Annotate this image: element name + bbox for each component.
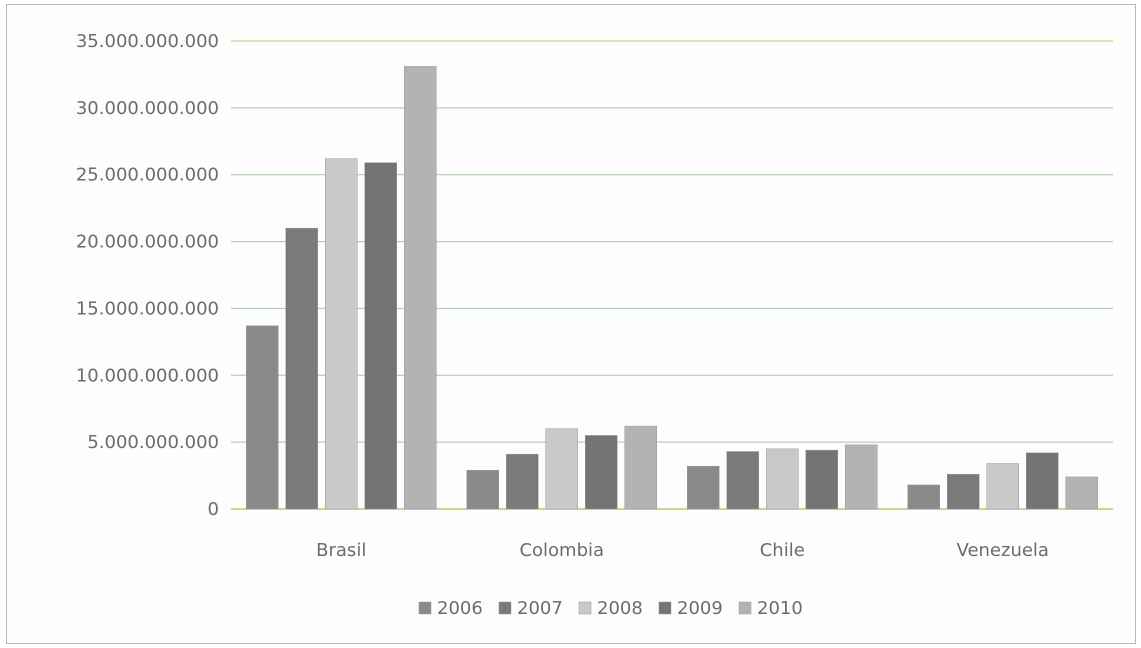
bar-colombia-2007	[506, 453, 539, 510]
bar-venezuela-2009	[1026, 452, 1059, 510]
bar-colombia-2006	[466, 469, 499, 510]
legend-label-2007: 2007	[517, 598, 563, 619]
legend-swatch-2007	[498, 601, 512, 615]
y-tick-label: 10.000.000.000	[76, 365, 219, 386]
legend: 2006 2007 2008 2009 2010	[418, 598, 803, 619]
bar-colombia-2010	[624, 425, 657, 510]
bar-colombia-2008	[545, 428, 578, 510]
bar-venezuela-2007	[947, 473, 980, 510]
category-label-chile: Chile	[760, 540, 805, 561]
legend-swatch-2008	[578, 601, 592, 615]
category-label-venezuela: Venezuela	[957, 540, 1049, 561]
bar-venezuela-2010	[1065, 476, 1098, 510]
y-tick-label: 15.000.000.000	[76, 298, 219, 319]
y-tick-label: 35.000.000.000	[76, 31, 219, 52]
bar-chart: 0 5.000.000.000 10.000.000.000 15.000.000.0…	[76, 31, 1113, 619]
y-axis-tick-labels: 0 5.000.000.000 10.000.000.000 15.000.000.0…	[76, 31, 219, 520]
bar-chile-2007	[726, 451, 759, 510]
chart-frame: 0 5.000.000.000 10.000.000.000 15.000.000.0…	[6, 4, 1136, 644]
legend-label-2010: 2010	[757, 598, 803, 619]
bar-chile-2009	[805, 449, 838, 510]
bar-colombia-2009	[585, 435, 618, 510]
bar-brasil-2008	[325, 158, 358, 510]
category-label-brasil: Brasil	[316, 540, 366, 561]
bars	[246, 66, 1098, 510]
bar-venezuela-2006	[907, 484, 940, 510]
legend-swatch-2009	[658, 601, 672, 615]
gridlines	[231, 40, 1113, 510]
legend-label-2008: 2008	[597, 598, 643, 619]
bar-brasil-2006	[246, 325, 279, 510]
legend-swatch-2006	[418, 601, 432, 615]
legend-label-2006: 2006	[437, 598, 483, 619]
bar-brasil-2009	[364, 162, 397, 510]
y-tick-label: 0	[208, 499, 219, 520]
legend-label-2009: 2009	[677, 598, 723, 619]
x-axis-category-labels: Brasil Colombia Chile Venezuela	[316, 540, 1049, 561]
bar-chile-2006	[687, 465, 720, 510]
y-tick-label: 30.000.000.000	[76, 98, 219, 119]
bar-chile-2008	[766, 448, 799, 510]
bar-brasil-2007	[285, 227, 318, 510]
bar-venezuela-2008	[986, 463, 1019, 510]
y-tick-label: 5.000.000.000	[87, 432, 219, 453]
bar-chile-2010	[845, 444, 878, 510]
y-tick-label: 25.000.000.000	[76, 165, 219, 186]
y-tick-label: 20.000.000.000	[76, 232, 219, 253]
category-label-colombia: Colombia	[519, 540, 604, 561]
legend-swatch-2010	[738, 601, 752, 615]
bar-brasil-2010	[404, 66, 437, 510]
